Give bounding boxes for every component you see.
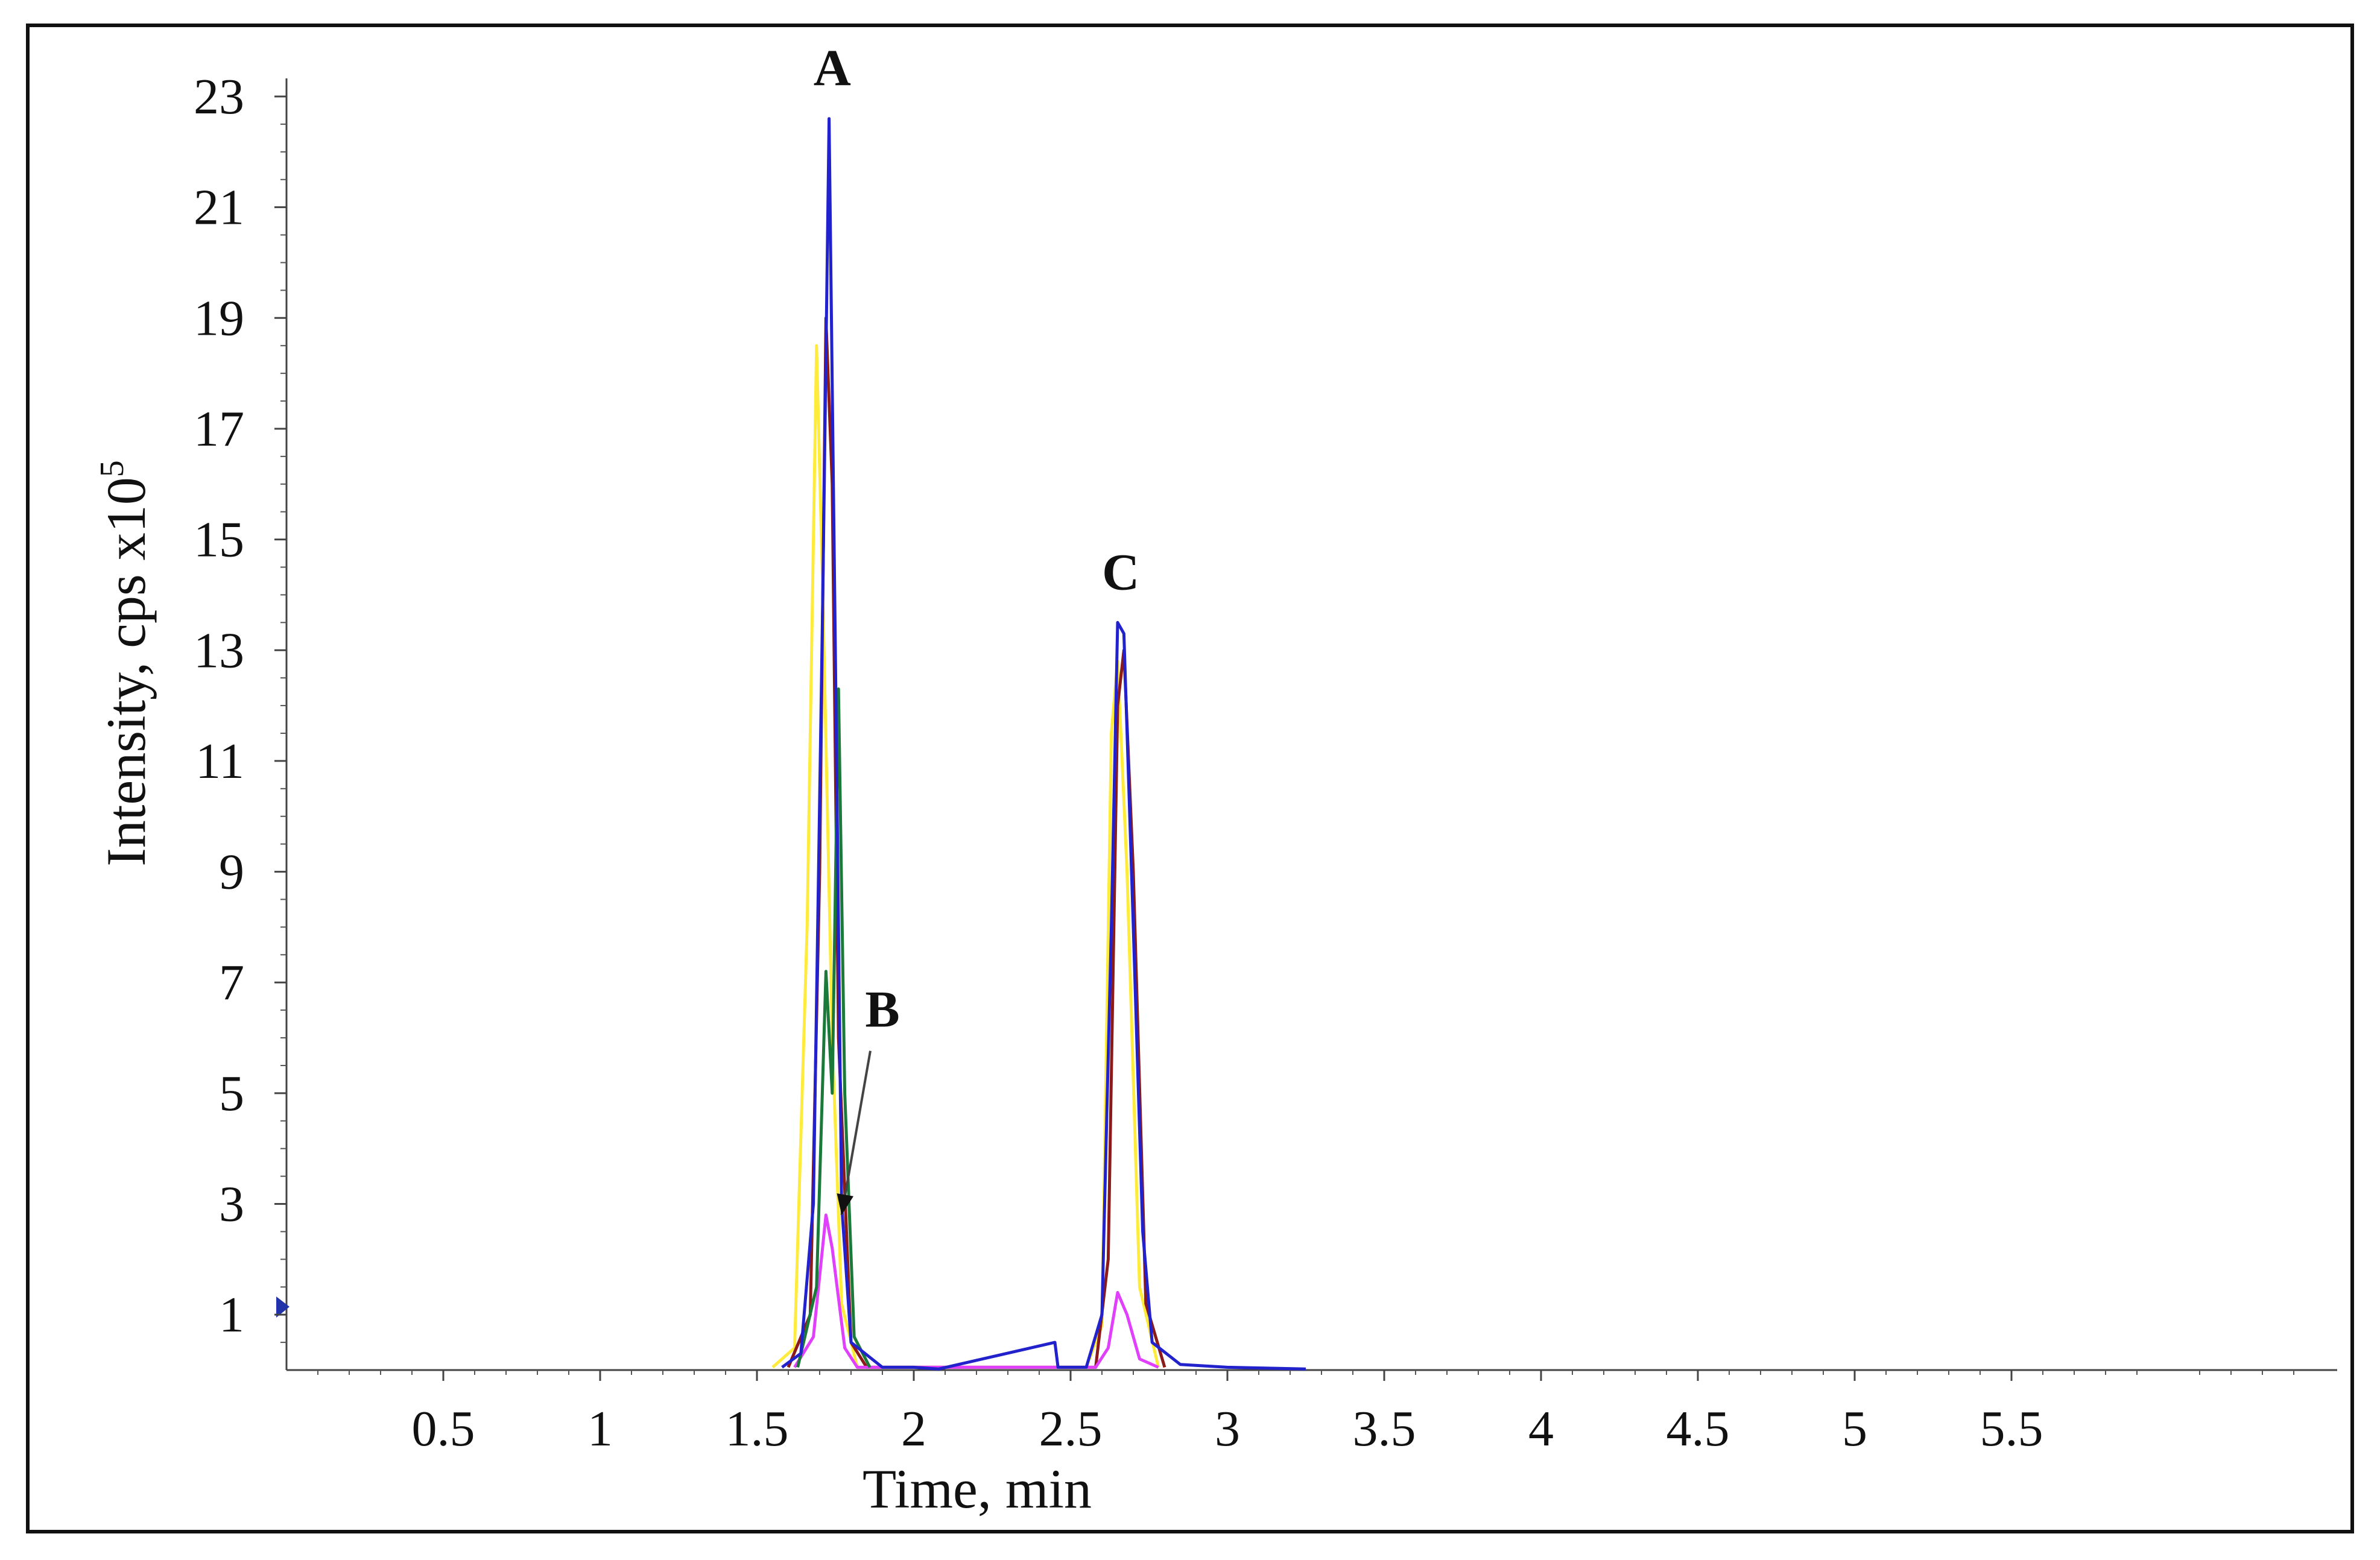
arrow-head-icon: [837, 1193, 853, 1215]
figure-border: [26, 24, 2354, 1533]
axis-marker-icon: [276, 1296, 290, 1318]
x-tick-label: 5: [1842, 1401, 1867, 1457]
x-tick-label: 2: [901, 1401, 926, 1457]
y-tick-label: 23: [194, 69, 244, 125]
x-tick-label: 4.5: [1666, 1401, 1730, 1457]
y-tick-label: 19: [194, 290, 244, 346]
y-tick-label: 11: [195, 733, 244, 789]
peak-arrow: [840, 1050, 872, 1216]
x-tick-label: 4: [1528, 1401, 1554, 1457]
x-ticks: 0.5 1 1.5 2 2.5 3 3.5 4 4.5 5 5.5: [412, 1370, 2043, 1457]
peak-label: A: [814, 39, 851, 97]
axes: [276, 78, 2337, 1371]
y-tick-label: 9: [219, 844, 244, 900]
x-tick-label: 3: [1215, 1401, 1240, 1457]
minor-ticks: [280, 123, 2294, 1375]
x-axis-title: Time, min: [862, 1458, 1092, 1520]
y-axis-title-main: Intensity, cps x10: [95, 477, 157, 867]
x-tick-label: 3.5: [1353, 1401, 1416, 1457]
x-tick-label: 2.5: [1039, 1401, 1103, 1457]
y-tick-label: 3: [219, 1176, 244, 1233]
y-tick-label: 21: [194, 180, 244, 236]
series-layer: [771, 117, 1306, 1371]
peak-label: B: [865, 981, 899, 1038]
series-line: [793, 1213, 1159, 1369]
x-tick-label: 5.5: [1980, 1401, 2043, 1457]
series-line: [781, 117, 1306, 1371]
x-tick-label: 0.5: [412, 1401, 475, 1457]
y-axis-title: Intensity, cps x105: [93, 460, 157, 867]
series-line: [796, 687, 872, 1368]
y-tick-label: 5: [219, 1066, 244, 1122]
y-tick-label: 17: [194, 401, 244, 457]
y-tick-label: 7: [219, 955, 244, 1011]
x-tick-label: 1.5: [726, 1401, 789, 1457]
y-tick-label: 1: [219, 1287, 244, 1343]
x-tick-label: 1: [587, 1401, 613, 1457]
y-tick-label: 13: [194, 622, 244, 678]
peak-label: C: [1102, 543, 1139, 601]
annotation-layer: A B C: [814, 39, 1139, 1216]
y-tick-label: 15: [194, 512, 244, 568]
y-axis-title-superscript: 5: [93, 460, 131, 477]
